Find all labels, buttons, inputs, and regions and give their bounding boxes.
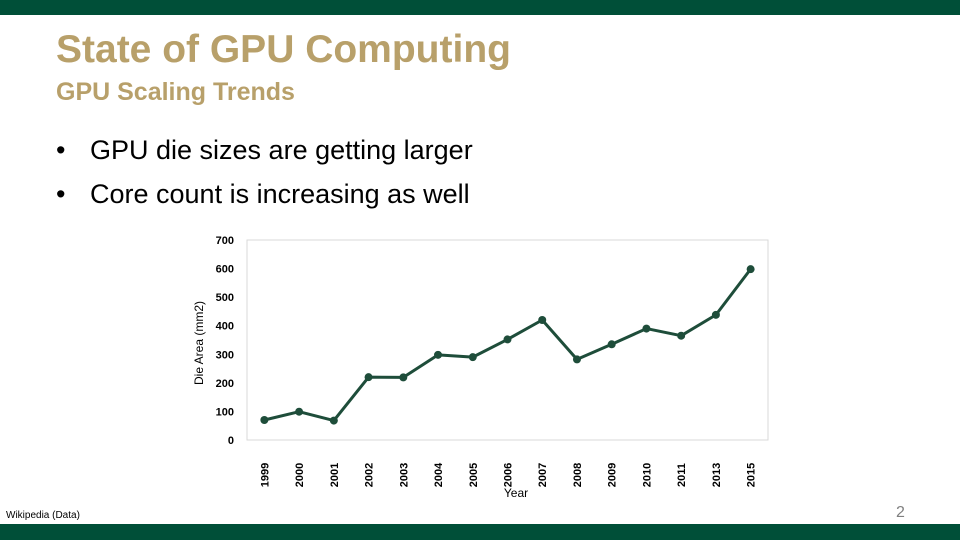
x-tick-label: 2009 xyxy=(607,463,619,487)
bullet-item: • Core count is increasing as well xyxy=(56,176,473,220)
x-tick-label: 2010 xyxy=(641,463,653,487)
y-tick-label: 500 xyxy=(216,292,234,304)
top-accent-bar xyxy=(0,0,960,15)
data-point xyxy=(607,340,616,349)
bullet-text: Core count is increasing as well xyxy=(90,179,470,209)
page-number: 2 xyxy=(896,504,905,521)
y-tick-label: 0 xyxy=(228,435,234,447)
bullet-glyph: • xyxy=(56,135,66,165)
x-tick-label: 2008 xyxy=(572,463,584,487)
x-tick-label: 2013 xyxy=(711,463,723,487)
bullet-list: • GPU die sizes are getting larger • Core … xyxy=(56,132,473,220)
data-point xyxy=(364,373,373,382)
slide-subtitle: GPU Scaling Trends xyxy=(56,78,295,106)
x-tick-label: 1999 xyxy=(259,463,271,487)
data-point xyxy=(329,416,338,425)
y-tick-label: 200 xyxy=(216,378,234,390)
y-tick-label: 400 xyxy=(216,321,234,333)
data-point xyxy=(468,353,477,362)
y-tick-label: 700 xyxy=(216,235,234,247)
x-tick-label: 2011 xyxy=(676,463,688,487)
x-tick-label: 2001 xyxy=(329,463,341,487)
bullet-text: GPU die sizes are getting larger xyxy=(90,135,473,165)
y-axis-title: Die Area (mm2) xyxy=(192,301,206,385)
data-point xyxy=(642,324,651,333)
die-area-line-chart: 0 100 200 300 400 500 600 700 1999 2000 2001 2002 20… xyxy=(192,235,769,500)
bottom-accent-bar xyxy=(0,524,960,540)
x-tick-label: 2015 xyxy=(746,463,758,487)
x-tick-label: 2000 xyxy=(294,463,306,487)
data-point xyxy=(538,316,547,324)
y-tick-label: 300 xyxy=(216,349,234,361)
x-tick-label: 2006 xyxy=(503,463,515,487)
data-point xyxy=(677,331,686,340)
bullet-glyph: • xyxy=(56,179,66,209)
data-point xyxy=(399,373,408,382)
y-tick-label: 600 xyxy=(216,264,234,276)
x-axis-title: Year xyxy=(504,486,528,500)
data-point xyxy=(711,310,720,319)
x-tick-label: 2007 xyxy=(537,463,549,487)
data-point xyxy=(434,350,443,359)
data-point xyxy=(260,416,269,424)
x-tick-label: 2003 xyxy=(398,463,410,487)
data-point xyxy=(572,355,581,364)
x-tick-label: 2002 xyxy=(364,463,376,487)
y-tick-label: 100 xyxy=(216,406,234,418)
source-note: Wikipedia (Data) xyxy=(6,510,80,521)
slide-title: State of GPU Computing xyxy=(56,28,511,71)
plot-frame xyxy=(246,239,769,441)
data-point xyxy=(295,407,304,416)
bullet-item: • GPU die sizes are getting larger xyxy=(56,132,473,176)
data-point xyxy=(746,265,755,274)
series-line xyxy=(264,268,752,423)
x-tick-label: 2005 xyxy=(468,463,480,487)
x-tick-label: 2004 xyxy=(433,462,445,487)
data-point xyxy=(503,335,512,344)
